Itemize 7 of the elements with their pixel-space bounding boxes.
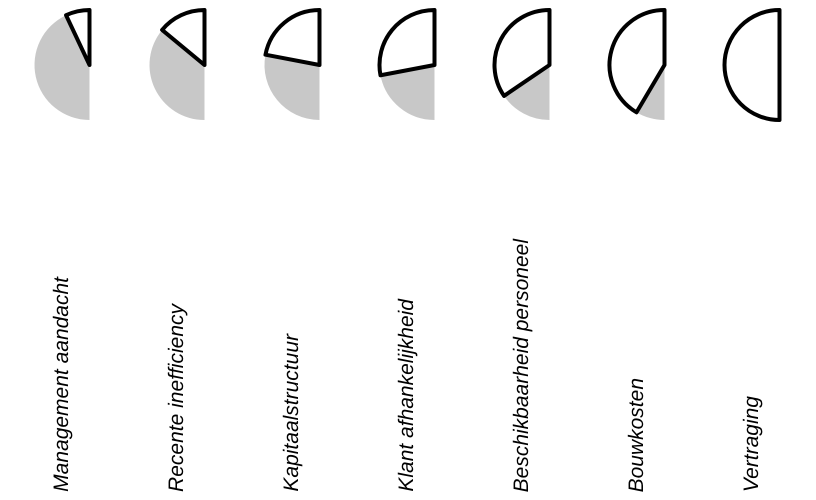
- text: Kapitaalstructuur: [280, 334, 304, 492]
- text: Klant afhankelijkheid: [394, 299, 418, 492]
- text: Bouwkosten: [624, 378, 648, 492]
- text: Beschikbaarheid personeel: [510, 238, 534, 492]
- text: Recente inefficiency: [164, 304, 188, 492]
- text: Vertraging: [740, 396, 764, 492]
- text: Management aandacht: [50, 277, 74, 492]
